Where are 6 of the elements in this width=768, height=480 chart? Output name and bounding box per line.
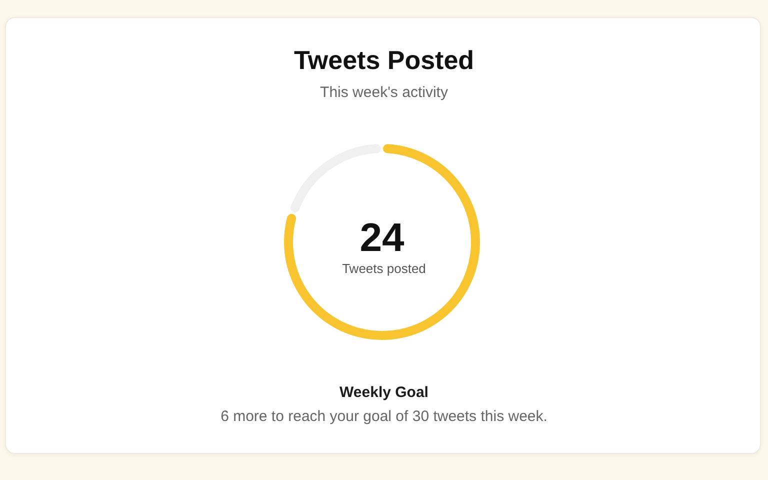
text: Weekly Goal	[340, 384, 428, 401]
chart-subtitle: This week's activity	[320, 84, 448, 101]
text: Tweets posted	[342, 261, 426, 276]
chart-title: Tweets Posted	[294, 45, 474, 75]
data-label: 24	[360, 216, 405, 260]
text: 6 more to reach your goal of 30 tweets this week.	[220, 408, 548, 425]
